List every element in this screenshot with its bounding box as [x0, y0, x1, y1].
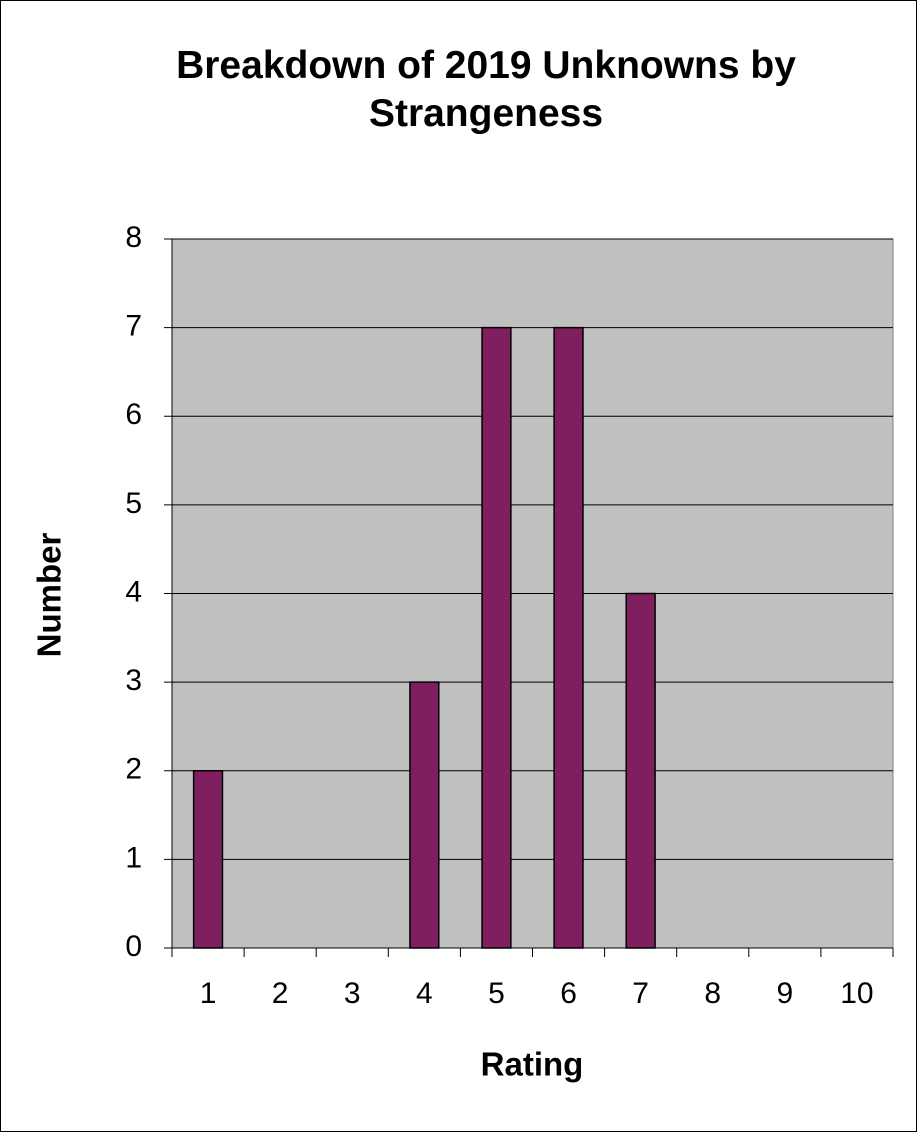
y-tick-label: 1 — [125, 841, 142, 874]
bar — [192, 770, 224, 949]
x-tick-label: 1 — [200, 977, 217, 1010]
y-tick-label: 2 — [125, 753, 142, 786]
x-tick-label: 8 — [704, 977, 721, 1010]
bar — [481, 326, 512, 949]
y-tick-label: 3 — [125, 664, 142, 697]
x-tick-label: 2 — [272, 977, 289, 1010]
x-tick-label: 7 — [632, 977, 649, 1010]
y-tick-label: 5 — [125, 487, 142, 520]
y-tick-label: 6 — [125, 398, 142, 431]
bar — [553, 326, 584, 949]
x-tick-label: 9 — [777, 977, 794, 1010]
x-axis-label: Rating — [481, 1046, 584, 1083]
chart-title: Breakdown of 2019 Unknowns by Strangenes… — [176, 44, 796, 135]
bar — [409, 681, 440, 949]
x-tick-label: 5 — [488, 977, 505, 1010]
y-tick-label: 0 — [125, 930, 142, 963]
y-tick-label: 4 — [125, 575, 142, 608]
y-tick-label: 7 — [125, 310, 142, 343]
x-tick-label: 4 — [416, 977, 433, 1010]
y-axis-label: Number — [31, 533, 68, 658]
x-tick-label: 10 — [840, 977, 873, 1010]
bar — [625, 592, 656, 949]
x-tick-label: 3 — [344, 977, 361, 1010]
y-tick-label: 8 — [125, 221, 142, 254]
x-tick-label: 6 — [560, 977, 577, 1010]
